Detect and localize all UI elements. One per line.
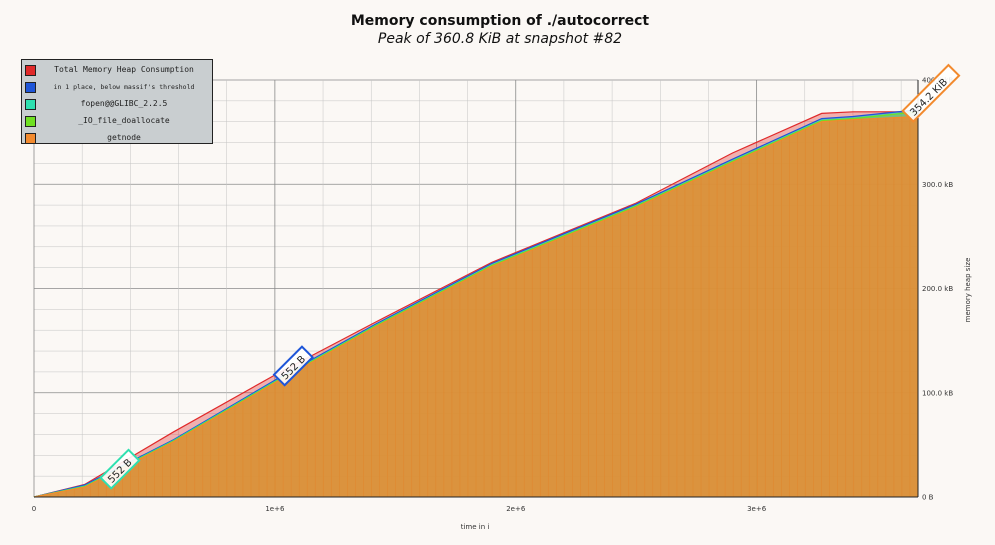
annotation-1: 552 B — [272, 345, 314, 387]
series-layer — [33, 109, 919, 498]
annotation-box — [901, 63, 961, 123]
y-tick-label-2: 200.0 kB — [922, 285, 953, 293]
annotation-2: 354.2 KiB — [901, 63, 961, 123]
legend-swatch — [25, 65, 36, 76]
legend: Total Memory Heap Consumption in 1 place,… — [21, 59, 213, 144]
legend-swatch — [25, 99, 36, 110]
legend-swatch — [25, 133, 36, 144]
y-tick-label-0: 0 B — [922, 494, 934, 502]
legend-item-1: in 1 place, below massif's threshold — [22, 81, 212, 95]
series-line-getnode — [33, 115, 919, 498]
legend-item-2: fopen@@GLIBC_2.2.5 — [22, 98, 212, 112]
legend-label: _IO_file_doallocate — [78, 116, 170, 125]
legend-label: in 1 place, below massif's threshold — [53, 83, 195, 91]
annotation-box — [99, 448, 141, 490]
series-area-getnode — [34, 116, 918, 497]
legend-label: fopen@@GLIBC_2.2.5 — [80, 99, 168, 108]
series-line-in-1-place-below-massif-s-threshold — [33, 109, 919, 498]
legend-item-0: Total Memory Heap Consumption — [22, 64, 212, 78]
y-axis-title: memory heap size — [964, 258, 972, 323]
axes — [34, 80, 919, 498]
chart-title: Memory consumption of ./autocorrect — [350, 13, 650, 29]
chart-subtitle: Peak of 360.8 KiB at snapshot #82 — [377, 31, 623, 47]
series-line-total-memory-heap-consumption — [33, 111, 918, 498]
legend-label: Total Memory Heap Consumption — [54, 65, 194, 74]
x-tick-label-1: 1e+6 — [265, 505, 285, 513]
y-tick-label-1: 100.0 kB — [922, 389, 953, 397]
legend-item-4: getnode — [22, 132, 212, 146]
y-tick-label-3: 300.0 kB — [922, 181, 953, 189]
legend-item-3: _IO_file_doallocate — [22, 115, 212, 129]
x-tick-label-0: 0 — [32, 505, 36, 513]
legend-label: getnode — [107, 133, 141, 142]
x-tick-label-2: 2e+6 — [506, 505, 526, 513]
annotation-box — [272, 345, 314, 387]
x-axis-title: time in i — [461, 523, 490, 531]
legend-swatch — [25, 82, 36, 93]
x-tick-label-3: 3e+6 — [747, 505, 767, 513]
legend-swatch — [25, 116, 36, 127]
